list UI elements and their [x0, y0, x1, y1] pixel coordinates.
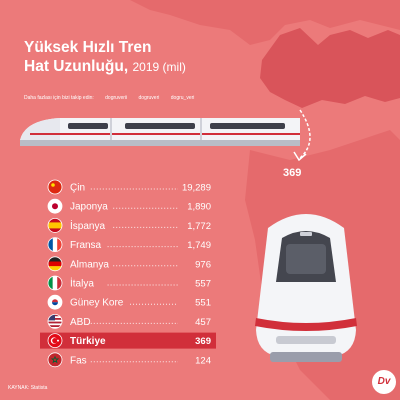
italy-flag-icon: [47, 275, 63, 291]
usa-flag-icon: [47, 313, 63, 329]
china-flag-icon: [47, 179, 63, 195]
value-label: 1,749: [187, 240, 211, 251]
chart-row: Türkiye 369: [40, 332, 216, 349]
brand-logo: Dv: [372, 370, 396, 394]
chart-row: Japonya 1,890: [47, 198, 211, 214]
title-line-1: Yüksek Hızlı Tren: [24, 39, 152, 56]
callout-arrow-head: [293, 151, 307, 162]
callout-arrow: [299, 109, 311, 159]
france-flag-icon: [47, 237, 63, 252]
turkey-flag-icon: [47, 333, 63, 349]
value-label: 19,289: [182, 183, 211, 194]
title-line-2-text: Hat Uzunluğu,: [24, 58, 129, 75]
category-label: Güney Kore: [70, 298, 124, 309]
value-label: 1,890: [187, 202, 211, 213]
follow-text: Daha fazlası için bizi takip edin:: [24, 95, 94, 101]
category-label: Japonya: [70, 202, 108, 213]
highlight-bar: [40, 332, 216, 349]
value-label: 557: [195, 279, 211, 290]
morocco-flag-icon: [47, 352, 63, 368]
spain-flag-icon: [47, 218, 63, 233]
category-label: Fransa: [70, 240, 102, 251]
category-label: ABD: [70, 317, 91, 328]
page-title: Yüksek Hızlı Tren Hat Uzunluğu, 2019 (mi…: [24, 38, 186, 77]
south-korea-flag-icon: [47, 294, 63, 310]
category-label: Almanya: [70, 259, 109, 270]
title-line-2: Hat Uzunluğu, 2019 (mil): [24, 57, 186, 77]
value-label: 369: [195, 336, 211, 347]
category-label: İspanya: [70, 219, 105, 232]
bar-chart: Çin 19,289 Japonya 1,890 İspanya 1,772 Fransa 1…: [40, 179, 216, 368]
social-row: Daha fazlası için bizi takip edin: dogru…: [24, 95, 204, 101]
chart-row: Güney Kore 551: [47, 294, 211, 310]
chart-row: Fransa 1,749: [47, 237, 211, 252]
chart-row: Almanya 976: [47, 256, 211, 272]
social-handle-2[interactable]: dogruveri: [138, 95, 160, 101]
category-label: Çin: [70, 183, 85, 194]
germany-flag-icon: [47, 256, 63, 272]
source-text: KAYNAK: Statista: [8, 385, 48, 391]
chart-row: Fas 124: [47, 352, 211, 368]
category-label: Fas: [70, 355, 87, 366]
category-label: Türkiye: [70, 336, 106, 347]
value-label: 1,772: [187, 221, 211, 232]
side-train-icon: [20, 118, 300, 146]
value-label: 551: [195, 298, 211, 309]
value-label: 976: [195, 259, 211, 270]
chart-row: İtalya 557: [47, 275, 211, 291]
social-handle-3[interactable]: dogru_veri: [170, 95, 195, 101]
turkey-map-shape: [260, 28, 400, 108]
chart-row: ABD 457: [47, 313, 211, 329]
chart-row: Çin 19,289: [47, 179, 211, 195]
category-label: İtalya: [70, 277, 94, 290]
value-label: 124: [195, 355, 211, 366]
chart-row: İspanya 1,772: [47, 218, 211, 233]
title-subtitle: 2019 (mil): [132, 60, 186, 74]
social-handle-1[interactable]: dogruverii: [105, 95, 128, 101]
europe-map-shape: [130, 0, 400, 45]
value-label: 457: [195, 317, 211, 328]
turkey-callout-value: 369: [283, 167, 302, 179]
japan-flag-icon: [47, 198, 63, 214]
front-train-icon: [255, 214, 357, 362]
